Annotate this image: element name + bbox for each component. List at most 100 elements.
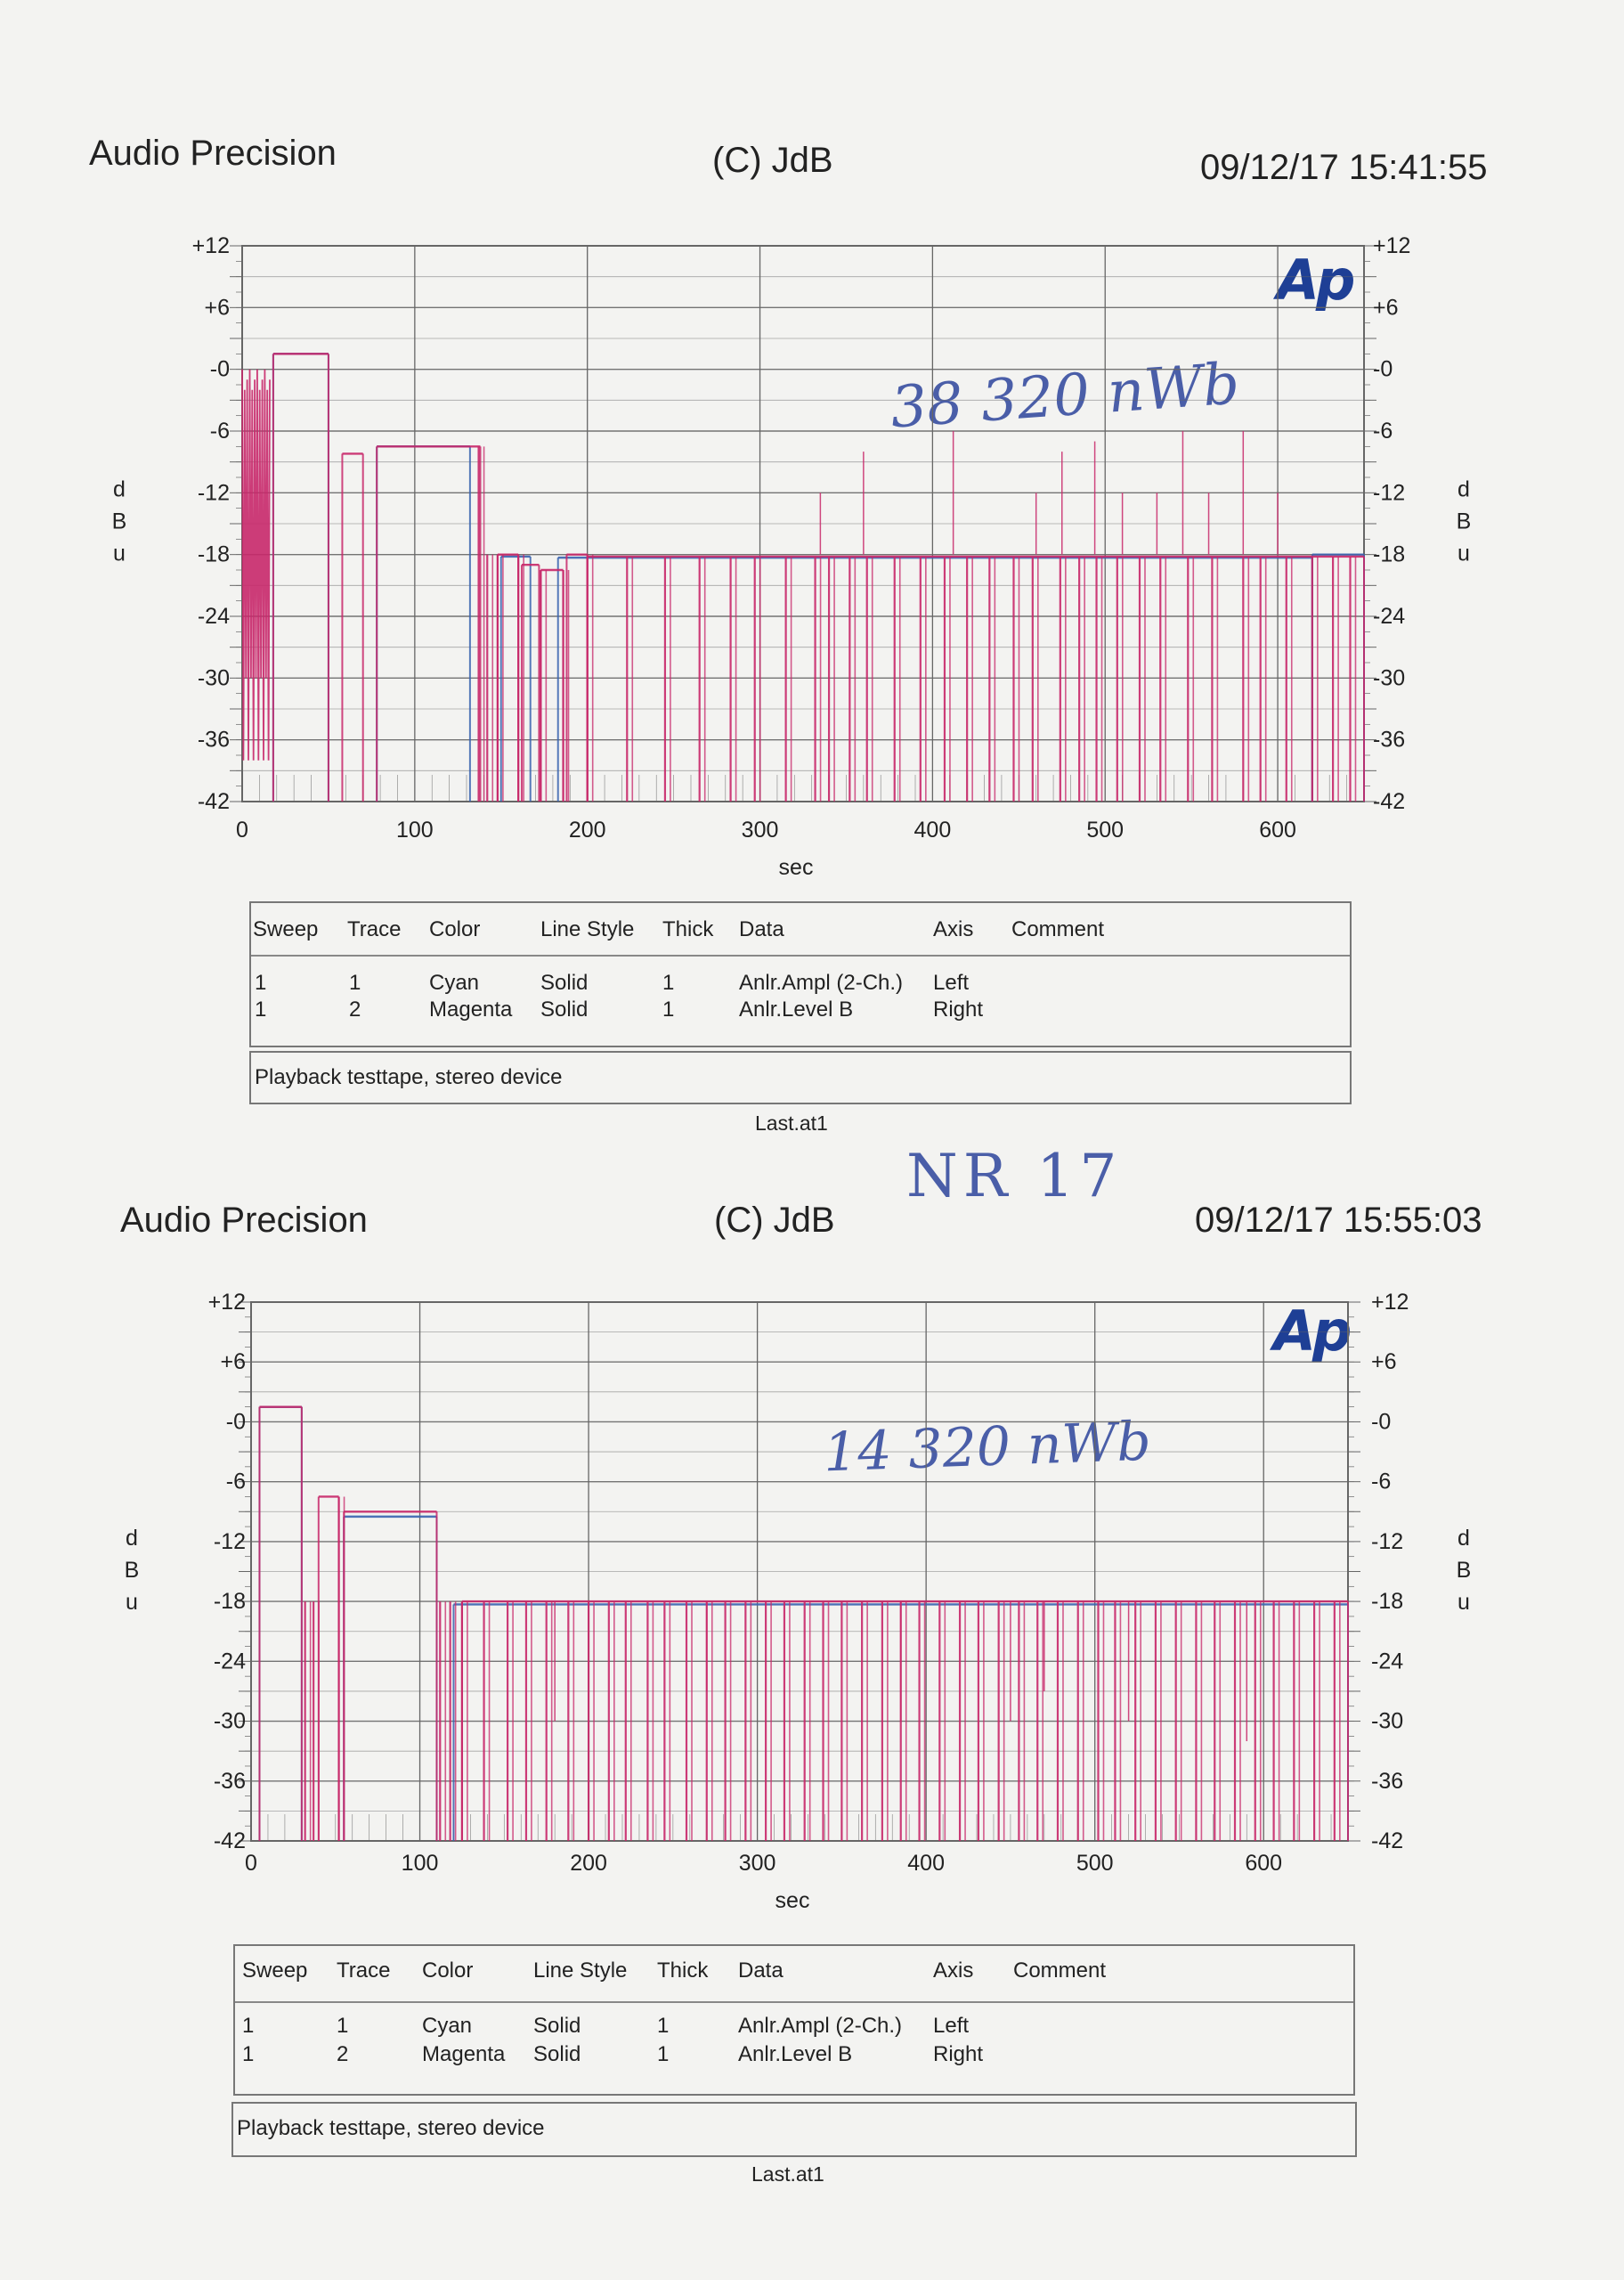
- y-tick-label: +6: [220, 1349, 246, 1374]
- y2-tick-label: -30: [1373, 665, 1405, 690]
- comment-box: Playback testtape, stereo device: [249, 1051, 1352, 1104]
- y2-tick-label: -42: [1371, 1828, 1403, 1853]
- legend-cell: 1: [337, 2014, 349, 2038]
- y-tick-label: -24: [198, 604, 230, 629]
- y2-tick-label: -42: [1373, 789, 1405, 814]
- x-axis-label: sec: [779, 855, 814, 880]
- y2-tick-label: -6: [1373, 419, 1393, 444]
- y2-axis-label-letter: d: [1458, 476, 1470, 501]
- y2-tick-label: -6: [1371, 1470, 1391, 1494]
- comment-text: Playback testtape, stereo device: [255, 1065, 563, 1089]
- legend-cell: 1: [657, 2042, 670, 2066]
- y2-axis-label-letter: B: [1457, 509, 1472, 533]
- legend-cell: Solid: [540, 998, 589, 1022]
- series-burst: [241, 369, 271, 761]
- legend-table: Sweep Trace Color Line Style Thick Data …: [249, 901, 1352, 1047]
- legend-header: Trace: [337, 1958, 391, 1983]
- legend-cell: Right: [933, 998, 984, 1022]
- y2-tick-label: -0: [1371, 1409, 1391, 1434]
- y2-tick-label: -0: [1373, 357, 1393, 382]
- y-tick-label: +6: [204, 295, 230, 320]
- brand-title: Audio Precision: [89, 134, 337, 173]
- y-tick-label: -6: [226, 1470, 246, 1494]
- timestamp: 09/12/17 15:55:03: [1195, 1201, 1482, 1240]
- legend-header-row: [251, 903, 1350, 957]
- x-tick-label: 300: [742, 818, 779, 843]
- legend-cell: 2: [337, 2042, 349, 2066]
- legend-cell: Left: [933, 971, 970, 995]
- x-tick-label: 200: [569, 818, 606, 843]
- y2-tick-label: -12: [1373, 480, 1405, 505]
- y-tick-label: -18: [214, 1589, 246, 1614]
- ap-logo-icon: Ap: [1277, 248, 1355, 313]
- y2-tick-label: -12: [1371, 1529, 1403, 1554]
- x-tick-label: 0: [245, 1851, 257, 1876]
- y2-tick-label: +6: [1371, 1349, 1397, 1374]
- comment-text: Playback testtape, stereo device: [237, 2116, 545, 2140]
- legend-cell: 1: [242, 2042, 255, 2066]
- comment-box: Playback testtape, stereo device: [231, 2102, 1357, 2157]
- legend-cell: Magenta: [422, 2042, 506, 2066]
- legend-cell: 1: [662, 998, 675, 1022]
- y-tick-label: -42: [214, 1828, 246, 1853]
- y2-axis-label-letter: B: [1457, 1558, 1472, 1583]
- legend-cell: 1: [242, 2014, 255, 2038]
- legend-header: Line Style: [533, 1958, 628, 1983]
- legend-cell: 2: [349, 998, 361, 1022]
- legend-header: Comment: [1013, 1958, 1107, 1983]
- copyright-label: (C) JdB: [714, 1201, 835, 1240]
- handwritten-note: NR 17: [906, 1142, 1123, 1210]
- y-axis-label-letter: d: [113, 476, 126, 501]
- legend-cell: Left: [933, 2014, 970, 2038]
- legend-table: Sweep Trace Color Line Style Thick Data …: [233, 1944, 1355, 2096]
- handwritten-note: 14 320 nWb: [822, 1410, 1152, 1485]
- x-tick-label: 100: [402, 1851, 439, 1876]
- x-tick-label: 300: [739, 1851, 776, 1876]
- legend-cell: Magenta: [429, 998, 513, 1022]
- y2-tick-label: -36: [1371, 1769, 1403, 1794]
- legend-cell: 1: [255, 971, 267, 995]
- y2-tick-label: -18: [1373, 542, 1405, 567]
- handwritten-note: 38 320 nWb: [888, 351, 1242, 442]
- legend-cell: Cyan: [422, 2014, 473, 2038]
- y2-tick-label: +12: [1373, 233, 1410, 258]
- file-name: Last.at1: [755, 1112, 828, 1135]
- y-axis-label-letter: B: [125, 1558, 140, 1583]
- x-tick-label: 100: [396, 818, 434, 843]
- x-tick-label: 0: [236, 818, 248, 843]
- y-tick-label: -0: [210, 357, 230, 382]
- y-tick-label: -24: [214, 1649, 246, 1673]
- legend-cell: 1: [662, 971, 675, 995]
- y2-tick-label: +12: [1371, 1290, 1409, 1315]
- legend-header: Sweep: [253, 917, 319, 941]
- y2-tick-label: -24: [1371, 1649, 1403, 1673]
- legend-cell: Solid: [533, 2042, 581, 2066]
- ap-logo-icon: Ap: [1273, 1299, 1352, 1364]
- y-tick-label: +12: [192, 233, 230, 258]
- y2-axis-label-letter: u: [1458, 541, 1470, 566]
- legend-cell: Right: [933, 2042, 984, 2066]
- y2-axis-label-letter: d: [1458, 1526, 1470, 1551]
- legend-header: Thick: [657, 1958, 709, 1983]
- y-axis-label-letter: d: [126, 1526, 138, 1551]
- y-tick-label: -12: [214, 1529, 246, 1554]
- legend-cell: Anlr.Level B: [738, 2042, 853, 2066]
- y-tick-label: -30: [214, 1709, 246, 1734]
- y-axis-label-letter: u: [126, 1590, 138, 1615]
- y2-tick-label: -30: [1371, 1709, 1403, 1734]
- legend-header: Axis: [933, 1958, 974, 1983]
- x-tick-label: 200: [570, 1851, 607, 1876]
- plot-frame: [241, 245, 1365, 802]
- y-tick-label: -18: [198, 542, 230, 567]
- copyright-label: (C) JdB: [712, 141, 833, 180]
- y-tick-label: -6: [210, 419, 230, 444]
- x-tick-label: 500: [1076, 1851, 1114, 1876]
- x-tick-label: 500: [1086, 818, 1124, 843]
- y-tick-label: -0: [226, 1409, 246, 1434]
- timestamp: 09/12/17 15:41:55: [1200, 148, 1488, 187]
- y-tick-label: -42: [198, 789, 230, 814]
- plot-frame: [250, 1301, 1349, 1842]
- y-tick-label: -36: [214, 1769, 246, 1794]
- y2-tick-label: +6: [1373, 295, 1399, 320]
- x-axis-label: sec: [775, 1888, 810, 1913]
